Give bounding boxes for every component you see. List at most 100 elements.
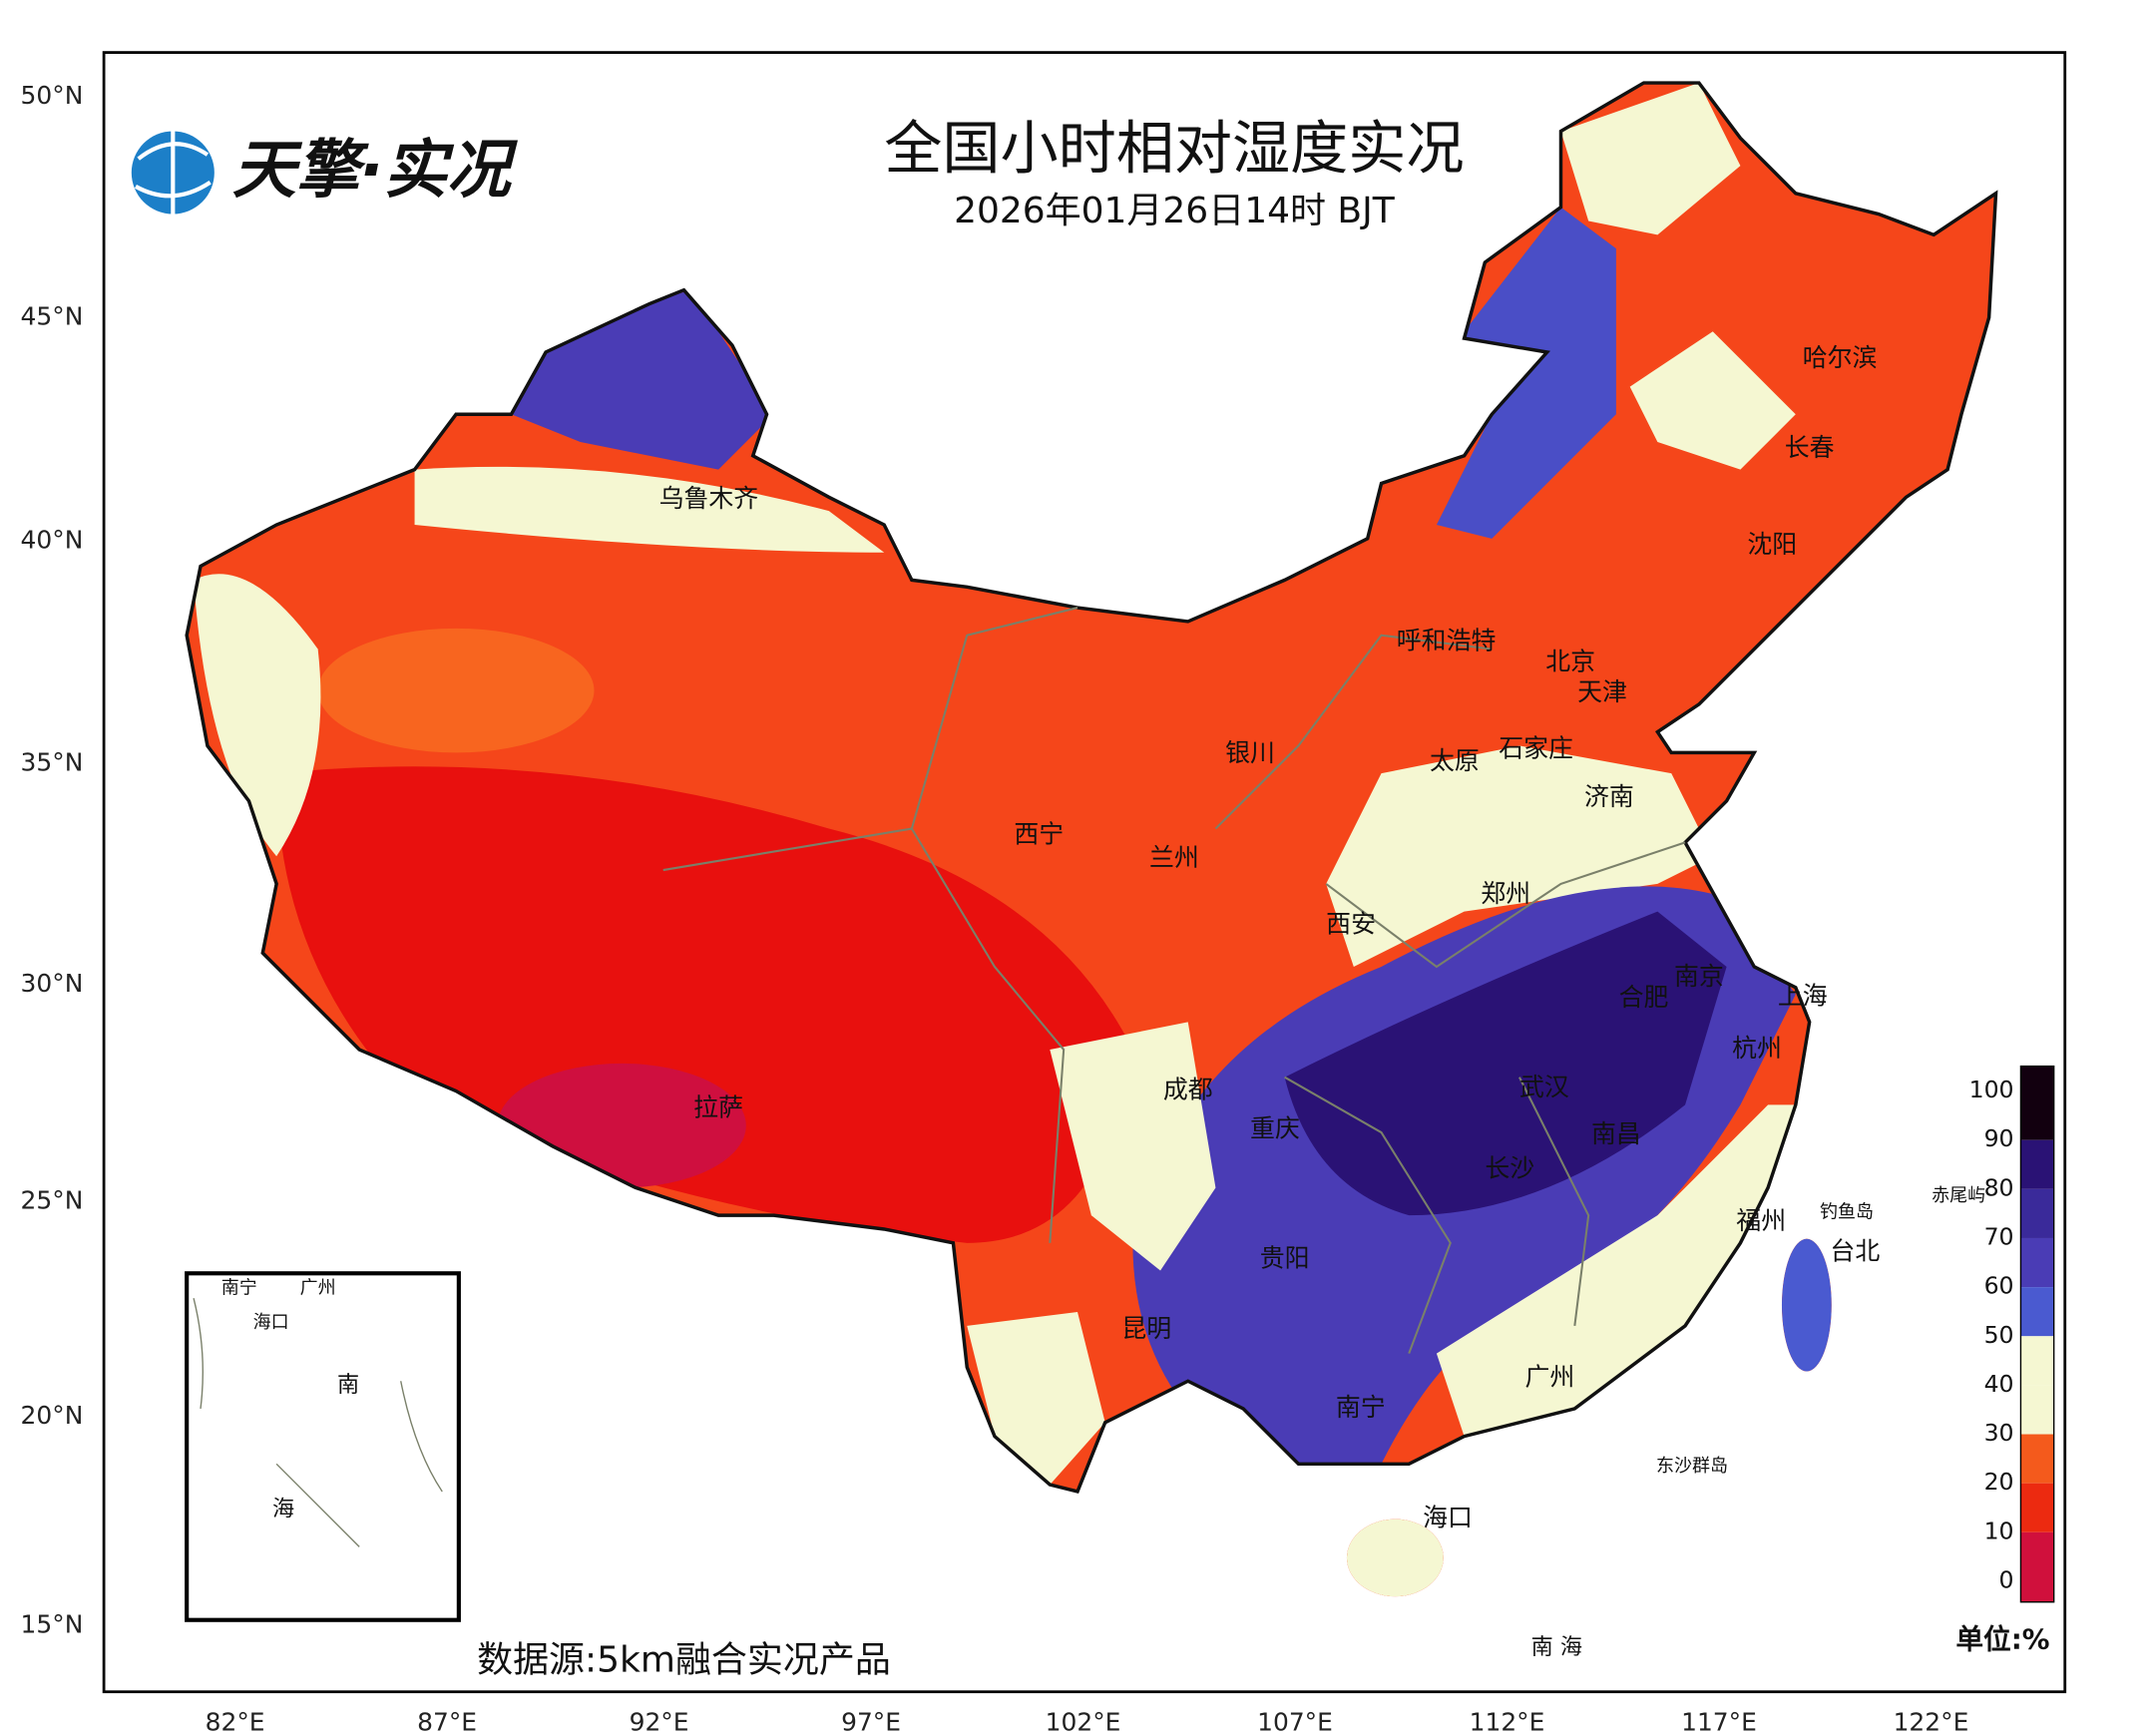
longitude-label: 107°E <box>1257 1708 1333 1736</box>
latitude-label: 15°N <box>21 1609 84 1638</box>
colorbar-tick-label: 50 <box>1984 1321 2014 1349</box>
city-label: 海口 <box>1423 1504 1473 1532</box>
field-orange <box>317 628 595 753</box>
province-borders <box>662 607 1686 1354</box>
city-label: 南京 <box>1674 962 1724 991</box>
latitude-label: 40°N <box>21 526 84 555</box>
city-label: 成都 <box>1163 1076 1213 1104</box>
city-label: 沈阳 <box>1747 530 1797 559</box>
map-title: 全国小时相对湿度实况 <box>884 114 1464 182</box>
longitude-label: 87°E <box>417 1708 477 1736</box>
city-label: 台北 <box>1830 1237 1880 1266</box>
colorbar-tick-label: 10 <box>1984 1517 2014 1544</box>
longitude-label: 117°E <box>1681 1708 1757 1736</box>
colorbar-segment <box>2020 1066 2054 1140</box>
latitude-label: 50°N <box>21 81 84 110</box>
field-moist <box>1326 745 1713 967</box>
city-label: 福州 <box>1736 1206 1786 1235</box>
colorbar-tick-label: 100 <box>1969 1076 2014 1103</box>
data-source: 数据源:5km融合实况产品 <box>477 1639 891 1680</box>
city-label: 西宁 <box>1014 819 1064 848</box>
city-label: 重庆 <box>1250 1113 1300 1142</box>
city-label: 西安 <box>1326 909 1376 938</box>
place-label: 钓鱼岛 <box>1820 1201 1874 1222</box>
colorbar-tick-label: 70 <box>1984 1222 2014 1250</box>
city-label: 贵阳 <box>1260 1243 1310 1272</box>
colorbar-segment <box>2020 1531 2054 1602</box>
colorbar-segment <box>2020 1483 2054 1532</box>
latitude-label: 20°N <box>21 1401 84 1430</box>
country-border <box>185 81 1998 1495</box>
field-moist <box>1560 83 1741 235</box>
place-label: 东沙群岛 <box>1656 1456 1728 1477</box>
longitude-label: 97°E <box>841 1708 901 1736</box>
colorbar-segment <box>2020 1139 2054 1189</box>
city-label: 杭州 <box>1732 1034 1782 1063</box>
city-label: 哈尔滨 <box>1803 343 1878 372</box>
longitude-label: 82°E <box>206 1708 265 1736</box>
city-label: 长春 <box>1785 433 1835 462</box>
inset-label: 南宁 <box>221 1278 257 1299</box>
map-subtitle: 2026年01月26日14时 BJT <box>954 191 1396 231</box>
city-label: 武汉 <box>1519 1073 1569 1101</box>
city-label: 南昌 <box>1591 1119 1641 1148</box>
place-label: 赤尾屿 <box>1932 1185 1985 1206</box>
city-label: 兰州 <box>1149 843 1199 872</box>
colorbar-tick-label: 90 <box>1984 1124 2014 1152</box>
colorbar-segment <box>2020 1237 2054 1288</box>
colorbar-tick-label: 60 <box>1984 1272 2014 1300</box>
field-moist <box>1346 1519 1444 1597</box>
city-label: 银川 <box>1225 738 1275 767</box>
city-label: 昆明 <box>1121 1314 1171 1343</box>
place-label: 南 海 <box>1531 1634 1582 1660</box>
city-label: 上海 <box>1778 981 1828 1010</box>
colorbar-tick-label: 20 <box>1984 1468 2014 1496</box>
field-moist <box>1436 1104 1810 1437</box>
field-moist <box>194 574 321 857</box>
city-label: 呼和浩特 <box>1397 627 1497 655</box>
city-label: 合肥 <box>1619 983 1669 1012</box>
city-label: 北京 <box>1545 647 1595 675</box>
colorbar-tick-label: 40 <box>1984 1370 2014 1398</box>
field-moist <box>414 466 885 553</box>
field-very-wet <box>1284 911 1727 1216</box>
city-label: 郑州 <box>1481 879 1530 908</box>
city-label: 乌鲁木齐 <box>659 484 759 513</box>
city-label: 拉萨 <box>693 1093 743 1122</box>
city-label: 南宁 <box>1336 1393 1386 1422</box>
latitude-label: 35°N <box>21 747 84 776</box>
longitude-label: 112°E <box>1470 1708 1545 1736</box>
colorbar-segment <box>2020 1188 2054 1238</box>
city-label: 天津 <box>1577 677 1627 706</box>
colorbar-segment <box>2020 1336 2054 1386</box>
field-moist <box>1629 331 1796 470</box>
city-label: 太原 <box>1430 746 1480 775</box>
colorbar-tick-label: 80 <box>1984 1173 2014 1201</box>
colorbar-frame <box>2019 1065 2055 1603</box>
inset-label: 南 <box>337 1372 359 1398</box>
city-label: 石家庄 <box>1499 734 1573 763</box>
longitude-label: 92°E <box>630 1708 689 1736</box>
south-china-sea-inset <box>185 1271 461 1622</box>
longitude-label: 122°E <box>1894 1708 1969 1736</box>
logo-text: 天擎·实况 <box>232 134 518 208</box>
inset-label: 广州 <box>300 1278 336 1299</box>
longitude-label: 102°E <box>1046 1708 1121 1736</box>
colorbar-tick-label: 0 <box>1999 1565 2014 1593</box>
unit-label: 单位:% <box>1955 1622 2049 1655</box>
city-label: 济南 <box>1584 782 1634 811</box>
inset-label: 海 <box>272 1496 294 1521</box>
latitude-label: 30°N <box>21 969 84 998</box>
city-label: 广州 <box>1525 1362 1575 1391</box>
field-moist <box>1050 1022 1216 1271</box>
city-label: 长沙 <box>1485 1153 1534 1182</box>
latitude-label: 45°N <box>21 301 84 330</box>
inset-coast <box>193 1298 443 1547</box>
colorbar-tick-label: 30 <box>1984 1419 2014 1447</box>
colorbar-segment <box>2020 1434 2054 1484</box>
inset-label: 海口 <box>253 1312 289 1333</box>
colorbar-segment <box>2020 1385 2054 1435</box>
colorbar-segment <box>2020 1287 2054 1337</box>
